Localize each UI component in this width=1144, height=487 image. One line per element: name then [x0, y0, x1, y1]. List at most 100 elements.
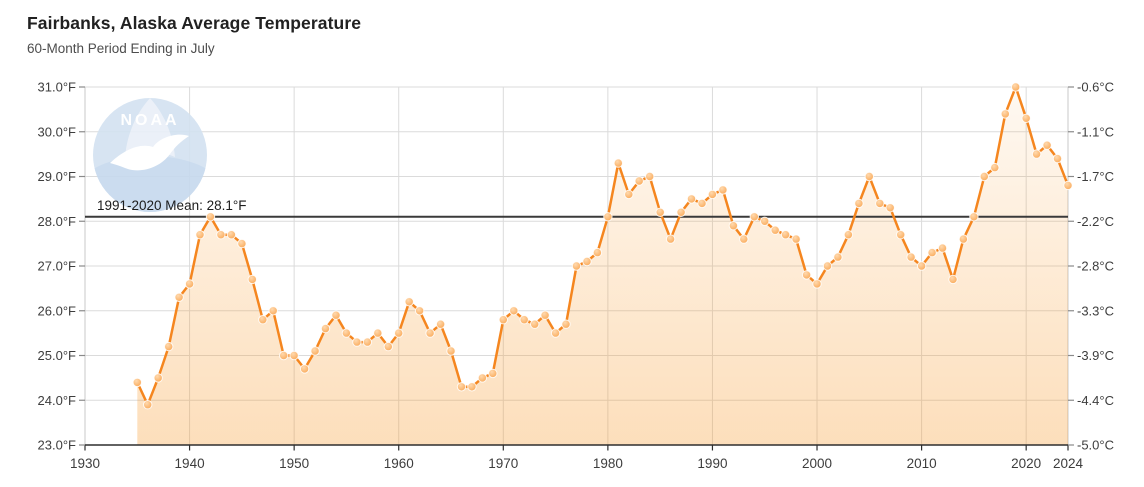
data-point	[1042, 140, 1052, 150]
data-point	[519, 315, 529, 325]
data-point	[205, 212, 216, 222]
y-axis-left-tick-label: 31.0°F	[38, 80, 77, 95]
data-point	[383, 341, 393, 352]
data-point	[446, 346, 456, 356]
y-axis-left-tick-label: 25.0°F	[38, 348, 77, 363]
data-point	[645, 171, 655, 182]
x-axis: 1930 1940 1950 1960 1970 1980 1990 2000 2010 2020…	[70, 444, 1084, 471]
data-point	[425, 328, 435, 338]
data-point	[1000, 109, 1010, 119]
noaa-logo-sea	[93, 156, 207, 212]
data-point	[1063, 180, 1073, 191]
x-axis-tick-label: 1930	[70, 456, 100, 471]
y-axis-right-tick-label: -4.4°C	[1077, 393, 1114, 408]
data-point	[864, 171, 874, 182]
data-point	[1011, 82, 1021, 92]
data-point	[394, 328, 404, 338]
data-point	[854, 198, 864, 209]
data-point	[310, 346, 320, 356]
data-point	[373, 328, 383, 338]
data-point	[132, 377, 143, 388]
y-axis-left-tick-label: 29.0°F	[38, 169, 77, 184]
data-point	[822, 261, 833, 271]
data-point	[352, 337, 362, 347]
data-point	[279, 350, 289, 361]
data-point	[582, 256, 592, 267]
y-axis-left-tick-label: 26.0°F	[38, 303, 77, 318]
data-point	[927, 247, 937, 258]
data-point	[906, 252, 916, 262]
data-point	[467, 382, 477, 392]
data-points	[132, 82, 1073, 410]
data-point	[226, 230, 237, 240]
data-point	[707, 189, 718, 200]
y-axis-right-tick-label: -3.9°C	[1077, 348, 1114, 363]
x-axis-tick-label: 1940	[175, 456, 205, 471]
y-axis-left-tick-label: 27.0°F	[38, 259, 77, 274]
data-point	[739, 234, 749, 244]
data-point	[1031, 149, 1042, 159]
data-point	[603, 212, 613, 222]
data-point	[488, 368, 498, 379]
y-axis-left: 23.0°F 24.0°F 25.0°F 26.0°F 27.0°F 28.0°F 29.0…	[38, 80, 85, 453]
x-axis-tick-label: 1990	[697, 456, 727, 471]
noaa-logo-gull-icon	[110, 134, 189, 171]
data-point	[958, 234, 969, 244]
data-point	[749, 212, 759, 222]
data-point	[624, 189, 634, 200]
data-point	[153, 373, 163, 383]
data-point	[331, 310, 341, 320]
data-point	[896, 230, 906, 240]
data-point	[414, 306, 425, 316]
data-point	[184, 279, 195, 289]
data-point	[341, 328, 352, 338]
y-axis-right-tick-label: -5.0°C	[1077, 438, 1114, 453]
x-axis-tick-label: 2020	[1011, 456, 1041, 471]
data-point	[530, 319, 540, 329]
data-point	[990, 162, 1000, 173]
data-point	[770, 225, 780, 235]
data-point	[812, 279, 822, 289]
page-title: Fairbanks, Alaska Average Temperature	[27, 13, 362, 33]
data-point	[216, 230, 226, 240]
data-point	[728, 221, 739, 231]
y-axis-right-tick-label: -1.7°C	[1077, 169, 1114, 184]
data-point	[613, 158, 623, 168]
y-axis-right-tick-label: -1.1°C	[1077, 124, 1114, 139]
y-axis-right-tick-label: -2.2°C	[1077, 214, 1114, 229]
x-axis-tick-label: 1970	[488, 456, 518, 471]
data-point	[550, 328, 561, 338]
x-axis-tick-label: 2024	[1053, 456, 1084, 471]
data-point	[875, 198, 885, 209]
data-point	[362, 337, 373, 347]
data-point	[164, 341, 174, 352]
y-axis-right-tick-label: -2.8°C	[1077, 259, 1114, 274]
noaa-logo-watermark: NOAA	[93, 98, 207, 212]
data-point	[760, 216, 770, 227]
y-axis-left-tick-label: 24.0°F	[38, 393, 77, 408]
data-point	[540, 310, 550, 320]
data-point	[676, 207, 686, 218]
data-point	[979, 171, 989, 182]
data-point	[498, 315, 508, 325]
data-point	[885, 203, 895, 213]
data-point	[937, 243, 948, 253]
y-axis-right: -5.0°C -4.4°C -3.9°C -3.3°C -2.8°C -2.2°C -1.7…	[1068, 80, 1114, 453]
data-point	[561, 319, 571, 329]
data-point	[780, 230, 791, 240]
data-point	[655, 207, 665, 218]
data-point	[686, 194, 697, 204]
data-point	[477, 373, 488, 383]
data-point	[843, 230, 854, 240]
data-point	[969, 212, 979, 222]
data-point	[697, 198, 707, 209]
data-point	[665, 234, 676, 244]
data-point	[435, 319, 446, 329]
y-axis-left-tick-label: 30.0°F	[38, 124, 77, 139]
data-point	[833, 252, 843, 262]
x-axis-tick-label: 1980	[593, 456, 623, 471]
data-point	[1052, 153, 1063, 164]
data-point	[571, 261, 582, 271]
data-point	[174, 292, 184, 302]
